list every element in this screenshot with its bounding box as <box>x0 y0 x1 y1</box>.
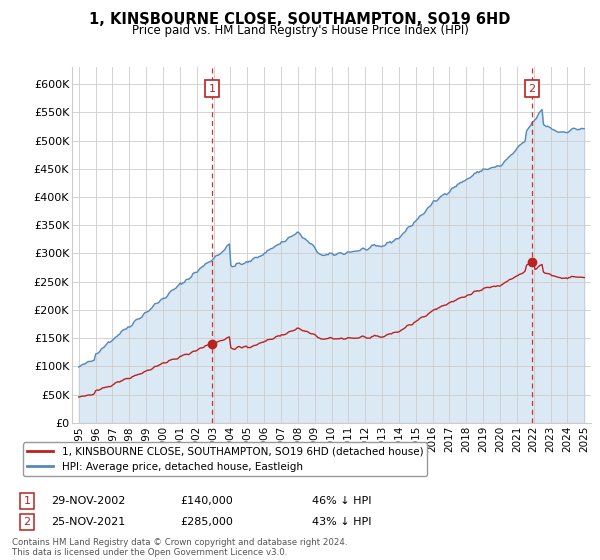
Text: 46% ↓ HPI: 46% ↓ HPI <box>312 496 371 506</box>
Text: 1: 1 <box>209 83 215 94</box>
Text: 2: 2 <box>23 517 31 527</box>
Text: 2: 2 <box>529 83 536 94</box>
Legend: 1, KINSBOURNE CLOSE, SOUTHAMPTON, SO19 6HD (detached house), HPI: Average price,: 1, KINSBOURNE CLOSE, SOUTHAMPTON, SO19 6… <box>23 442 427 476</box>
Text: Contains HM Land Registry data © Crown copyright and database right 2024.
This d: Contains HM Land Registry data © Crown c… <box>12 538 347 557</box>
Text: Price paid vs. HM Land Registry's House Price Index (HPI): Price paid vs. HM Land Registry's House … <box>131 24 469 36</box>
Text: 1: 1 <box>23 496 31 506</box>
Text: 1, KINSBOURNE CLOSE, SOUTHAMPTON, SO19 6HD: 1, KINSBOURNE CLOSE, SOUTHAMPTON, SO19 6… <box>89 12 511 27</box>
Text: 29-NOV-2002: 29-NOV-2002 <box>51 496 125 506</box>
Text: 43% ↓ HPI: 43% ↓ HPI <box>312 517 371 527</box>
Text: 25-NOV-2021: 25-NOV-2021 <box>51 517 125 527</box>
Text: £140,000: £140,000 <box>180 496 233 506</box>
Text: £285,000: £285,000 <box>180 517 233 527</box>
